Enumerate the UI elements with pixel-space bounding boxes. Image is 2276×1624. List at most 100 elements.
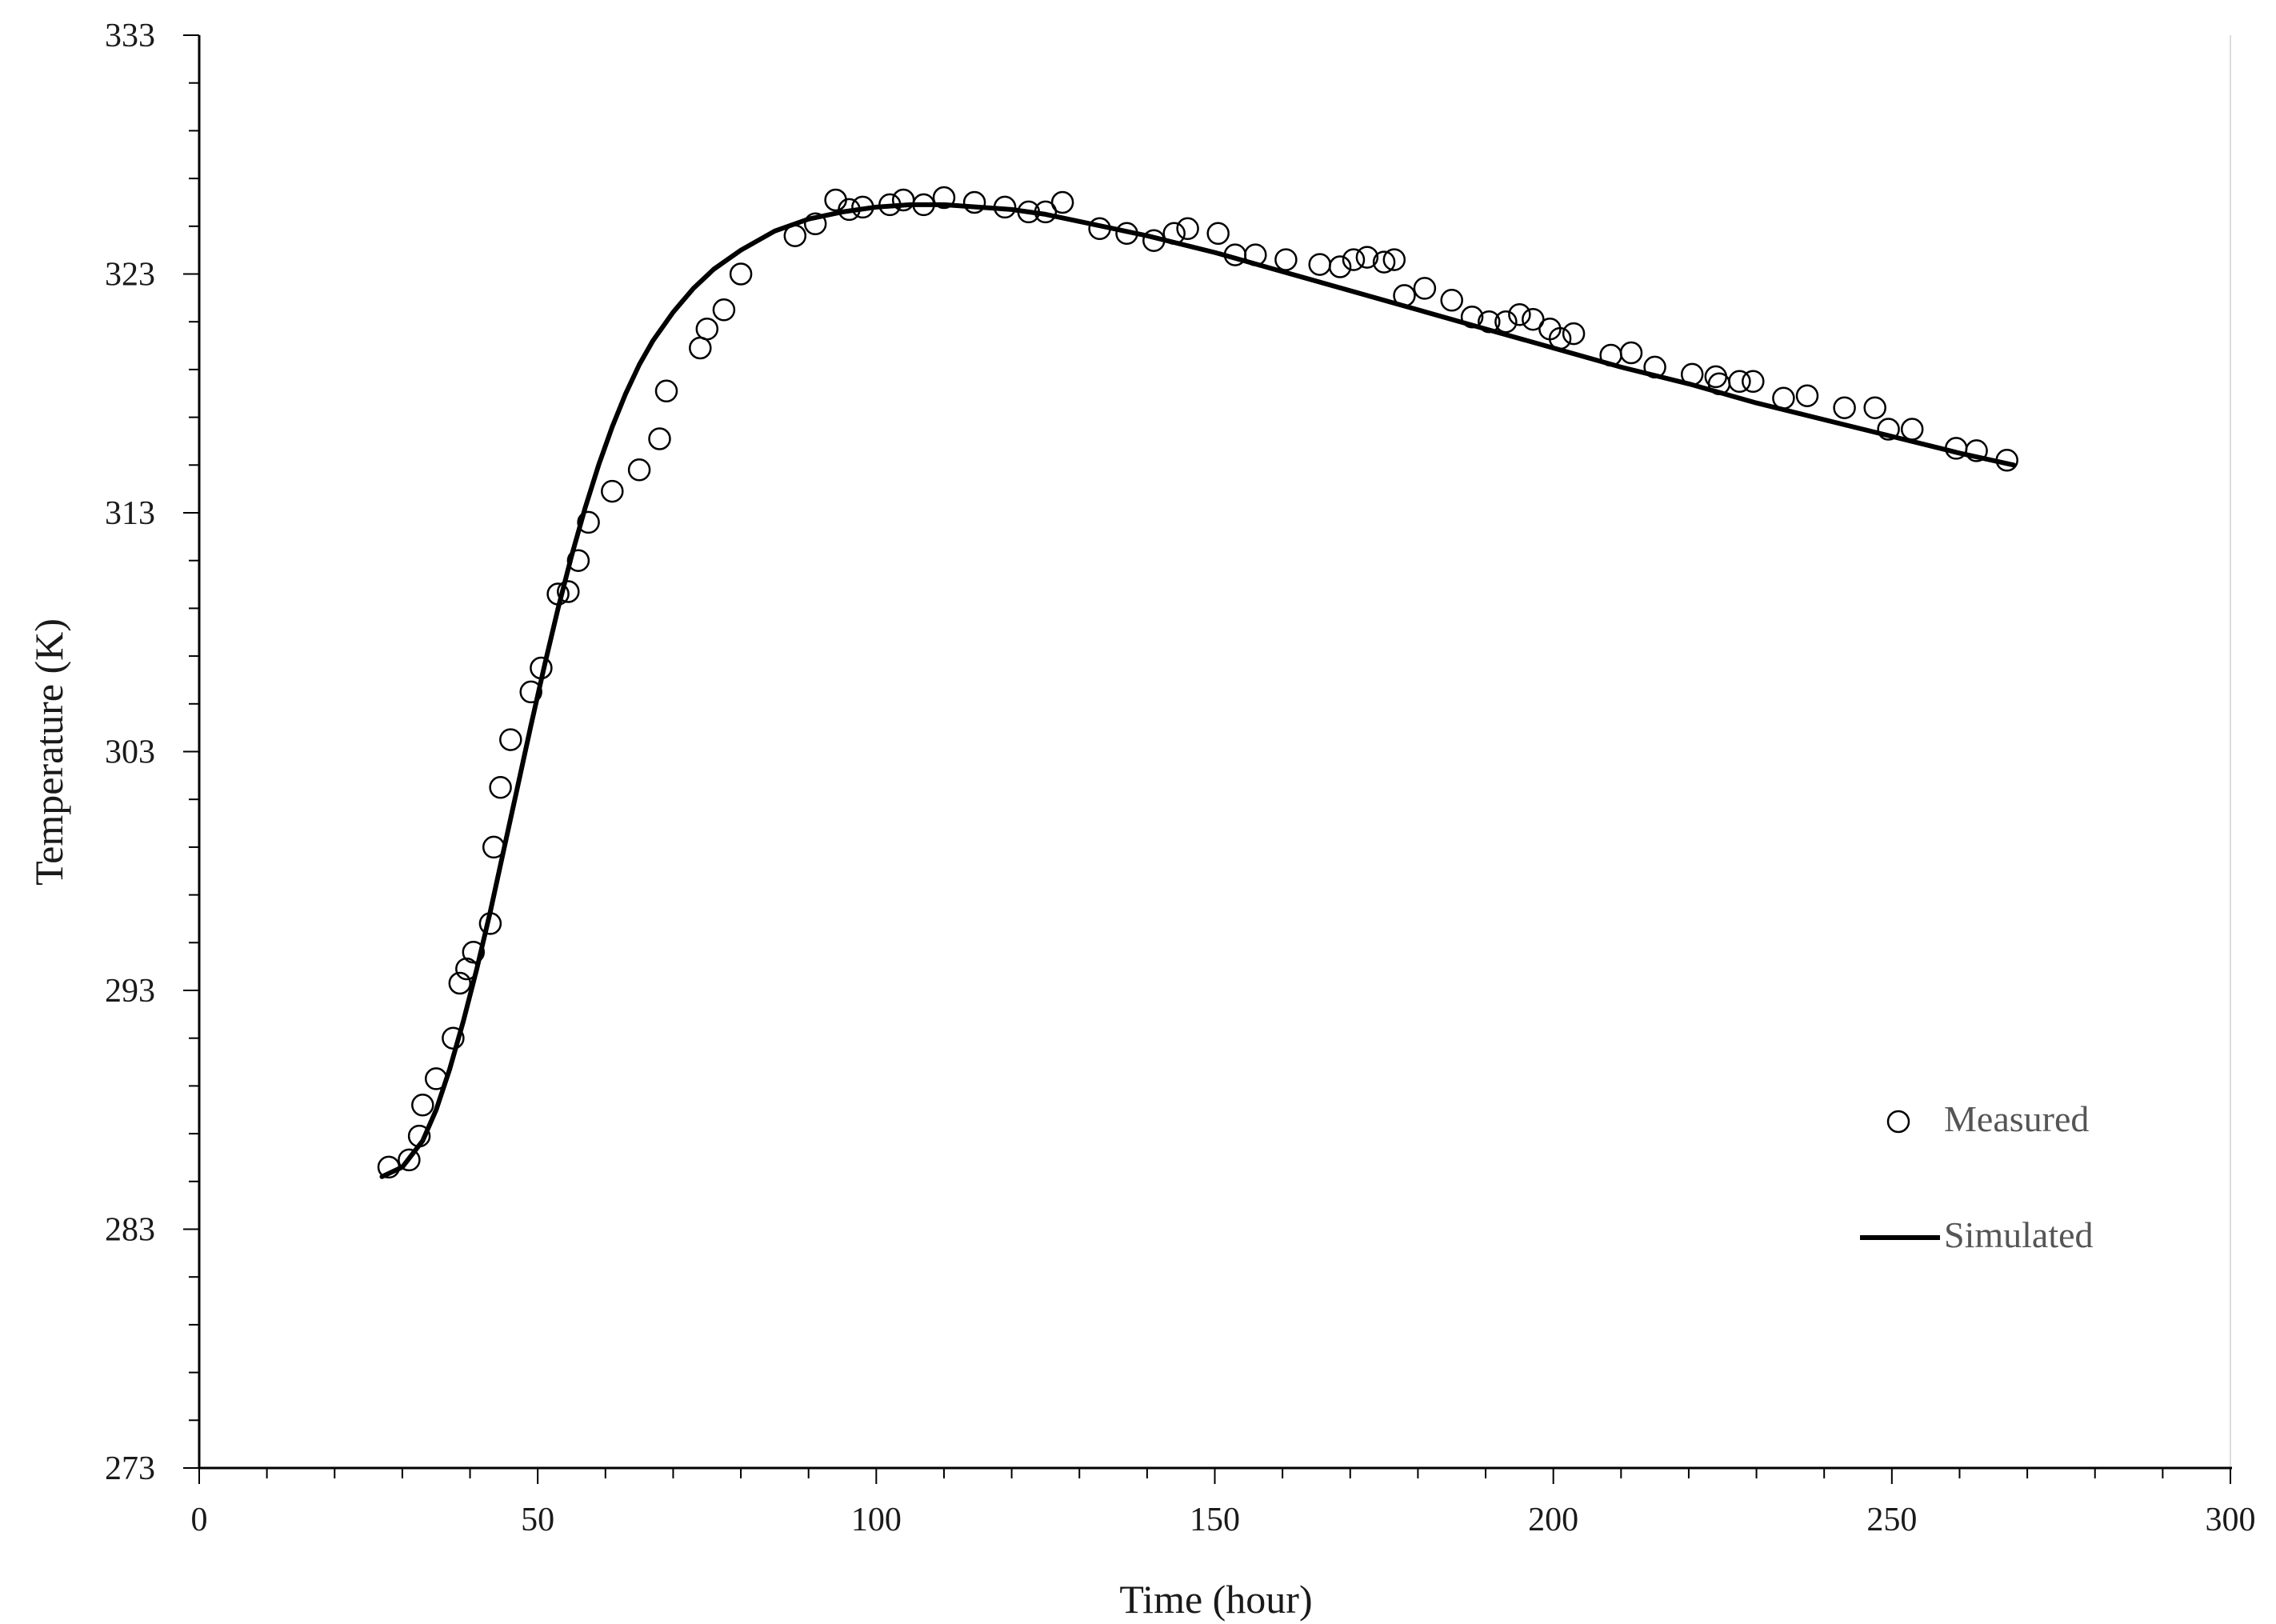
measured-point <box>912 193 935 217</box>
legend-measured-marker <box>1886 1110 1910 1134</box>
measured-point <box>1772 386 1795 410</box>
x-tick-label: 200 <box>1528 1502 1578 1538</box>
measured-point <box>878 193 902 217</box>
measured-point <box>601 479 624 503</box>
measured-point <box>627 458 651 482</box>
measured-point <box>499 728 522 751</box>
measured-point <box>1877 418 1900 441</box>
measured-point <box>377 1155 401 1179</box>
measured-point <box>455 957 478 981</box>
y-tick-labels: 273 283 293 303 313 323 333 <box>105 18 155 1487</box>
measured-point <box>1162 222 1186 246</box>
measured-point <box>1728 370 1751 394</box>
measured-point <box>1393 284 1416 307</box>
measured-point <box>1548 326 1572 350</box>
x-tick-label: 300 <box>2206 1502 2256 1538</box>
measured-point <box>407 1124 431 1148</box>
measured-point <box>1795 384 1819 407</box>
measured-point <box>838 198 861 222</box>
measured-point <box>478 912 502 935</box>
measured-point <box>1562 322 1586 346</box>
x-tick-label: 0 <box>191 1502 208 1538</box>
measured-point <box>729 262 753 286</box>
measured-point <box>577 510 600 534</box>
measured-point <box>1017 200 1041 224</box>
measured-point <box>1680 362 1704 386</box>
measured-point <box>411 1094 434 1117</box>
measured-point <box>1115 222 1138 246</box>
measured-point <box>489 776 512 799</box>
series-layer <box>377 186 2018 1179</box>
measured-point <box>1088 217 1111 241</box>
measured-point <box>851 195 874 219</box>
measured-point <box>932 186 956 210</box>
simulated-line <box>379 202 2017 1179</box>
y-tick-label: 333 <box>105 18 155 54</box>
measured-point <box>1050 190 1074 214</box>
measured-point <box>1995 449 2018 472</box>
measured-point <box>398 1148 421 1172</box>
y-tick-label: 293 <box>105 973 155 1010</box>
measured-point <box>712 298 736 322</box>
measured-point <box>448 971 472 995</box>
measured-point <box>1619 341 1643 365</box>
measured-point <box>1440 289 1463 312</box>
y-tick-label: 323 <box>105 257 155 294</box>
measured-point <box>442 1026 465 1050</box>
x-axis: 0 50 100 150 200 250 300 <box>191 1466 2256 1538</box>
measured-point <box>482 835 506 859</box>
measured-point <box>1142 229 1166 252</box>
measured-point <box>695 317 719 341</box>
measured-point <box>993 195 1017 219</box>
measured-point <box>1176 217 1199 241</box>
measured-point <box>1460 305 1484 329</box>
measured-point <box>519 680 542 704</box>
y-axis: 273 283 293 303 313 323 333 <box>105 18 201 1487</box>
legend-simulated-label: Simulated <box>1944 1214 2094 1255</box>
measured-point <box>1274 248 1298 271</box>
measured-point <box>1372 250 1396 274</box>
measured-point <box>462 940 486 964</box>
legend-measured-label: Measured <box>1944 1098 2089 1139</box>
measured-point <box>1034 200 1058 224</box>
measured-point <box>546 582 570 606</box>
x-axis-title: Time (hour) <box>1119 1577 1312 1622</box>
measured-point <box>648 427 671 450</box>
x-tick-label: 150 <box>1190 1502 1240 1538</box>
measured-point <box>1833 396 1856 419</box>
measured-point <box>1900 418 1924 441</box>
measured-point <box>1478 310 1501 334</box>
measured-point <box>654 379 678 403</box>
measured-point <box>1382 248 1406 271</box>
measured-point <box>1494 310 1518 334</box>
measured-point <box>557 580 580 603</box>
measured-point <box>1522 307 1545 331</box>
measured-point <box>566 549 590 572</box>
measured-point <box>1742 370 1765 394</box>
measured-point <box>962 190 986 214</box>
measured-point <box>803 212 827 236</box>
measured-point <box>1965 439 1988 462</box>
x-tick-label: 100 <box>851 1502 902 1538</box>
y-tick-label: 283 <box>105 1212 155 1249</box>
y-tick-label: 313 <box>105 495 155 532</box>
x-tick-label: 50 <box>521 1502 554 1538</box>
y-ticks <box>183 34 199 1469</box>
measured-point <box>783 224 807 247</box>
measured-point <box>1342 248 1366 271</box>
x-tick-label: 250 <box>1866 1502 1917 1538</box>
x-ticks <box>198 1468 2231 1484</box>
measured-point <box>1413 277 1437 300</box>
measured-point <box>1206 222 1230 246</box>
measured-points <box>377 186 2018 1179</box>
x-tick-labels: 0 50 100 150 200 250 300 <box>191 1502 2256 1538</box>
measured-point <box>1328 255 1352 278</box>
measured-point <box>1643 355 1666 379</box>
measured-point <box>530 656 553 680</box>
legend: Measured Simulated <box>1860 1098 2094 1255</box>
measured-point <box>1244 243 1267 266</box>
measured-point <box>1355 246 1379 269</box>
measured-point <box>1508 302 1531 326</box>
